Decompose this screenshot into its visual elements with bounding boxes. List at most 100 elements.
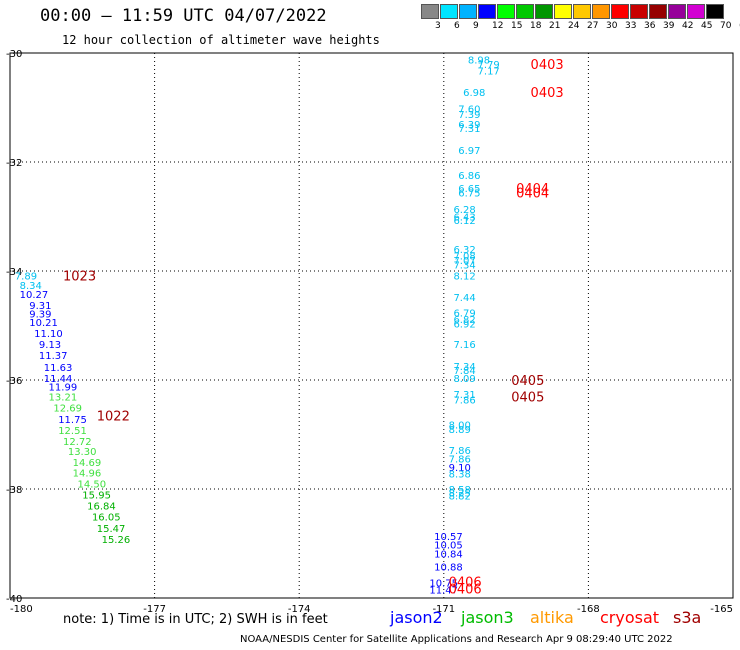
wave-height-value: 11.10 xyxy=(34,329,63,340)
wave-height-value: 8.09 xyxy=(453,374,475,385)
wave-height-value: 6.79 xyxy=(453,308,475,319)
color-swatch xyxy=(516,4,534,19)
track-time-label: 0404 xyxy=(516,187,549,202)
wave-height-value: 7.86 xyxy=(449,454,471,465)
plot-frame xyxy=(9,52,734,599)
track-time-label: 1022 xyxy=(97,409,130,424)
wave-height-value: 7.08 xyxy=(453,252,475,263)
wave-height-value: 8.12 xyxy=(453,271,475,282)
wave-height-value: 7.34 xyxy=(453,260,475,271)
y-tick-label: -34 xyxy=(6,267,22,278)
wave-height-value: 11.47 xyxy=(429,585,458,596)
color-scale-label: 21 xyxy=(549,21,561,31)
color-swatch xyxy=(611,4,629,19)
color-swatch xyxy=(706,4,724,19)
wave-height-value: 10.21 xyxy=(29,318,58,329)
wave-height-value: 11.44 xyxy=(44,374,73,385)
legend-cryosat: cryosat xyxy=(600,608,660,627)
wave-height-value: 7.31 xyxy=(453,390,475,401)
wave-height-value: 11.75 xyxy=(58,415,87,426)
y-tick-label: -40 xyxy=(6,594,22,605)
legend-altika: altika xyxy=(530,608,574,627)
wave-height-value: 15.47 xyxy=(97,524,126,535)
wave-height-value: 8.98 xyxy=(468,56,490,67)
wave-height-value: 8.89 xyxy=(449,425,471,436)
wave-height-value: 16.05 xyxy=(92,512,121,523)
x-tick-label: -171 xyxy=(432,604,455,615)
wave-height-value: 10.88 xyxy=(434,562,463,573)
x-tick-label: -168 xyxy=(577,604,600,615)
wave-height-value: 15.26 xyxy=(102,535,131,546)
color-swatch xyxy=(630,4,648,19)
color-swatch xyxy=(535,4,553,19)
wave-height-value: 6.39 xyxy=(458,120,480,131)
wave-height-value: 12.51 xyxy=(58,426,87,437)
wave-height-value: 7.34 xyxy=(453,362,475,373)
wave-height-value: 6.98 xyxy=(463,88,485,99)
color-scale-label: 24 xyxy=(568,21,580,31)
footer-note: note: 1) Time is in UTC; 2) SWH is in fe… xyxy=(63,612,328,627)
wave-height-value: 6.43 xyxy=(453,213,475,224)
color-swatch xyxy=(554,4,572,19)
wave-height-value: 6.92 xyxy=(453,319,475,330)
wave-height-value: 8.00 xyxy=(449,421,471,432)
wave-height-value: 10.27 xyxy=(20,290,49,301)
x-tick-label: -165 xyxy=(710,604,733,615)
wave-height-value: 12.72 xyxy=(63,437,92,448)
wave-height-value: 10.05 xyxy=(434,541,463,552)
legend-jason3: jason3 xyxy=(461,608,514,627)
x-tick-label: -180 xyxy=(10,604,33,615)
color-swatch xyxy=(459,4,477,19)
wave-height-value: 14.50 xyxy=(77,480,106,491)
wave-height-value: 6.82 xyxy=(453,315,475,326)
wave-height-value: 6.32 xyxy=(453,245,475,256)
color-scale-label: 15 xyxy=(511,21,523,31)
color-swatch xyxy=(421,4,439,19)
color-scale-label: 27 xyxy=(587,21,599,31)
y-tick-label: -30 xyxy=(6,49,22,60)
wave-height-value: 7.39 xyxy=(458,110,480,121)
track-time-label: 0405 xyxy=(511,374,544,389)
wave-height-value: 6.75 xyxy=(458,189,480,200)
wave-height-value: 11.63 xyxy=(44,363,73,374)
wave-height-value: 8.25 xyxy=(449,488,471,499)
color-swatch xyxy=(440,4,458,19)
wave-height-value: 7.44 xyxy=(453,293,475,304)
wave-height-value: 7.07 xyxy=(453,256,475,267)
y-tick-label: -38 xyxy=(6,485,22,496)
color-scale-label: 9 xyxy=(473,21,479,31)
color-swatch xyxy=(649,4,667,19)
wave-height-value: 7.31 xyxy=(458,124,480,135)
wave-height-value: 6.28 xyxy=(453,205,475,216)
color-scale-label: 45 xyxy=(701,21,713,31)
y-tick-label: -32 xyxy=(6,158,22,169)
y-tick-label: -36 xyxy=(6,376,22,387)
color-scale-label: 30 xyxy=(606,21,618,31)
wave-height-value: 10.75 xyxy=(429,579,458,590)
legend-s3a: s3a xyxy=(673,608,702,627)
wave-height-value: 10.84 xyxy=(434,549,463,560)
wave-height-value: 7.17 xyxy=(478,66,500,77)
color-swatch xyxy=(592,4,610,19)
x-tick-label: -174 xyxy=(288,604,311,615)
color-swatch xyxy=(497,4,515,19)
track-time-label: 0406 xyxy=(449,576,482,591)
wave-height-value: 7.86 xyxy=(449,446,471,457)
wave-height-value: 8.58 xyxy=(449,485,471,496)
wave-height-value: 9.13 xyxy=(39,340,61,351)
wave-height-value: 13.30 xyxy=(68,447,97,458)
legend-jason2: jason2 xyxy=(390,608,443,627)
color-scale-label: 36 xyxy=(644,21,656,31)
credit-line: NOAA/NESDIS Center for Satellite Applica… xyxy=(240,634,673,645)
wave-height-value: 6.97 xyxy=(458,146,480,157)
wave-height-value: 9.39 xyxy=(29,310,51,321)
track-time-label: 0404 xyxy=(516,182,549,197)
color-scale-label: 3 xyxy=(435,21,441,31)
wave-height-value: 8.38 xyxy=(449,470,471,481)
wave-height-value: 7.60 xyxy=(458,105,480,116)
wave-height-value: 9.31 xyxy=(29,301,51,312)
color-scale-label: 18 xyxy=(530,21,542,31)
wave-height-value: 6.65 xyxy=(458,184,480,195)
track-time-label: 0403 xyxy=(531,86,564,101)
color-scale-label: 42 xyxy=(682,21,694,31)
